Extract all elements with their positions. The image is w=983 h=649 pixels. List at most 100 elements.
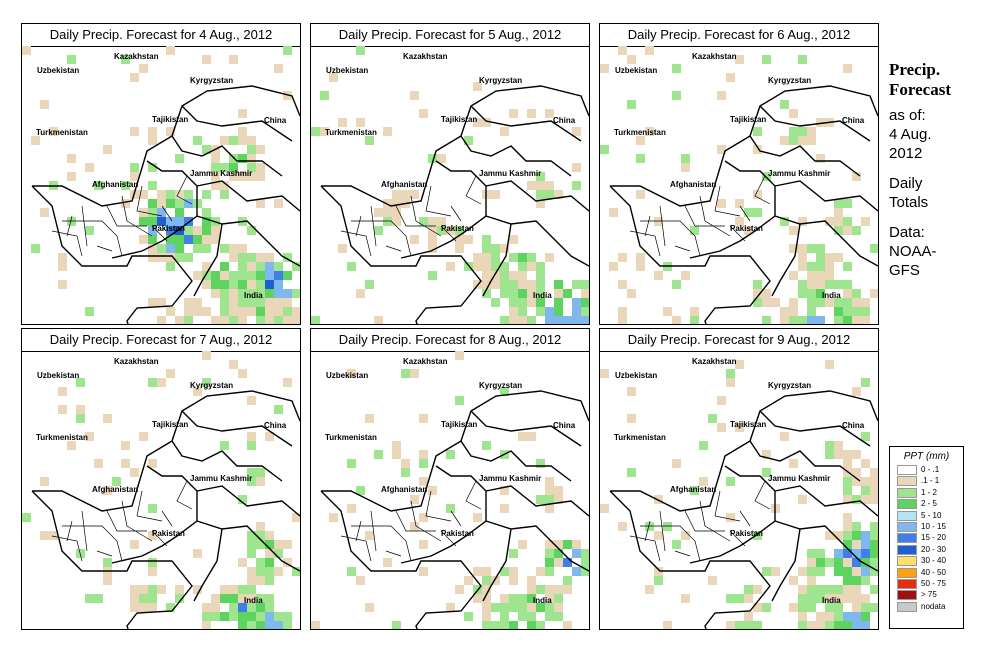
province-boundaries [629,480,771,562]
country-label-uzbekistan: Uzbekistan [326,371,369,380]
legend-item: 15 - 20 [890,532,963,544]
totals-line2: Totals [889,194,929,211]
country-label-kazakhstan: Kazakhstan [114,357,159,366]
country-label-kazakhstan: Kazakhstan [403,357,448,366]
country-borders [609,85,878,324]
precip-map: Uzbekistan Kazakhstan Kyrgyzstan Tajikistan… [311,46,589,324]
legend-item: .1 - 1 [890,475,963,487]
country-label-tajikistan: Tajikistan [152,420,189,429]
country-label-tajikistan: Tajikistan [152,115,189,124]
country-label-india: India [822,291,841,300]
province-boundaries [51,175,193,257]
precip-map: Uzbekistan Kazakhstan Kyrgyzstan Tajikistan… [311,351,589,629]
country-label-china: China [264,116,287,125]
country-label-india: India [822,596,841,605]
country-label-uzbekistan: Uzbekistan [615,66,658,75]
country-label-turkmenistan: Turkmenistan [36,128,88,137]
precip-map: Uzbekistan Kazakhstan Kyrgyzstan Tajikistan… [22,351,300,629]
legend-item: 2 - 5 [890,498,963,510]
country-label-uzbekistan: Uzbekistan [37,66,80,75]
country-label-turkmenistan: Turkmenistan [36,433,88,442]
country-label-tajikistan: Tajikistan [441,420,478,429]
province-boundaries [340,175,482,257]
legend-label: 15 - 20 [921,533,946,543]
country-label-india: India [533,596,552,605]
country-label-china: China [553,421,576,430]
legend-swatch [897,476,917,487]
country-borders [320,85,589,324]
legend-label: nodata [921,601,946,611]
precip-cells [600,46,878,324]
country-label-china: China [553,116,576,125]
panel-title: Daily Precip. Forecast for 9 Aug., 2012 [600,329,878,352]
country-label-pakistan: Pakistan [441,224,474,233]
precip-map: Uzbekistan Kazakhstan Kyrgyzstan Tajikistan… [22,46,300,324]
as-of-year: 2012 [889,145,923,162]
country-label-turkmenistan: Turkmenistan [325,128,377,137]
legend-item: 20 - 30 [890,544,963,555]
country-borders [31,85,300,324]
country-label-pakistan: Pakistan [730,529,763,538]
country-label-afghanistan: Afghanistan [670,180,717,189]
panel-title: Daily Precip. Forecast for 6 Aug., 2012 [600,24,878,47]
legend-item: 0 - .1 [890,464,963,475]
country-label-tajikistan: Tajikistan [730,115,767,124]
country-label-india: India [533,291,552,300]
legend-swatch [897,578,917,589]
panel-title: Daily Precip. Forecast for 4 Aug., 2012 [22,24,300,47]
country-label-pakistan: Pakistan [730,224,763,233]
country-label-afghanistan: Afghanistan [381,180,428,189]
panel-title: Daily Precip. Forecast for 5 Aug., 2012 [311,24,589,47]
legend-swatch [897,510,917,521]
precip-map-graphic [600,46,878,324]
precip-map: Uzbekistan Kazakhstan Kyrgyzstan Tajikistan… [600,46,878,324]
data-source-line1: NOAA- [889,243,937,260]
precip-cells [311,46,589,324]
precip-map-graphic [311,351,589,629]
country-label-kazakhstan: Kazakhstan [692,52,737,61]
country-label-pakistan: Pakistan [152,529,185,538]
forecast-panel: Daily Precip. Forecast for 7 Aug., 2012 U… [21,328,301,630]
precip-map-graphic [22,46,300,324]
side-title-line2: Forecast [889,80,951,99]
legend-label: 50 - 75 [921,578,946,588]
province-boundaries [340,480,482,562]
country-label-pakistan: Pakistan [441,529,474,538]
precip-cells [22,351,300,629]
data-source-line2: GFS [889,262,920,279]
legend-swatch [897,544,917,555]
country-label-pakistan: Pakistan [152,224,185,233]
legend-item: 30 - 40 [890,555,963,567]
legend-item: > 75 [890,589,963,601]
country-label-jammu-kashmir: Jammu Kashmir [479,169,542,178]
legend-label: 20 - 30 [921,544,946,554]
as-of-label: as of: [889,107,926,124]
legend-label: 1 - 2 [921,487,938,497]
country-label-india: India [244,291,263,300]
legend-title: PPT (mm) [903,451,950,462]
legend-swatch [897,465,917,475]
country-label-kazakhstan: Kazakhstan [403,52,448,61]
legend-label: > 75 [921,590,937,600]
forecast-panel: Daily Precip. Forecast for 9 Aug., 2012 U… [599,328,879,630]
country-label-jammu-kashmir: Jammu Kashmir [768,474,831,483]
country-label-uzbekistan: Uzbekistan [37,371,80,380]
legend-item: 50 - 75 [890,578,963,589]
legend-label: 10 - 15 [921,521,946,531]
legend-swatch [897,590,917,601]
country-label-turkmenistan: Turkmenistan [614,433,666,442]
country-label-kyrgyzstan: Kyrgyzstan [768,76,812,85]
precip-map-graphic [600,360,878,629]
legend-swatch [897,601,917,612]
precip-cells [22,46,300,324]
country-label-china: China [842,421,865,430]
country-label-kazakhstan: Kazakhstan [114,52,159,61]
legend-label: 40 - 50 [921,567,946,577]
country-label-jammu-kashmir: Jammu Kashmir [190,169,253,178]
country-label-jammu-kashmir: Jammu Kashmir [768,169,831,178]
country-label-kazakhstan: Kazakhstan [692,357,737,366]
precip-cells [311,351,589,629]
legend-item: nodata [890,601,963,612]
legend-label: .1 - 1 [921,476,940,486]
